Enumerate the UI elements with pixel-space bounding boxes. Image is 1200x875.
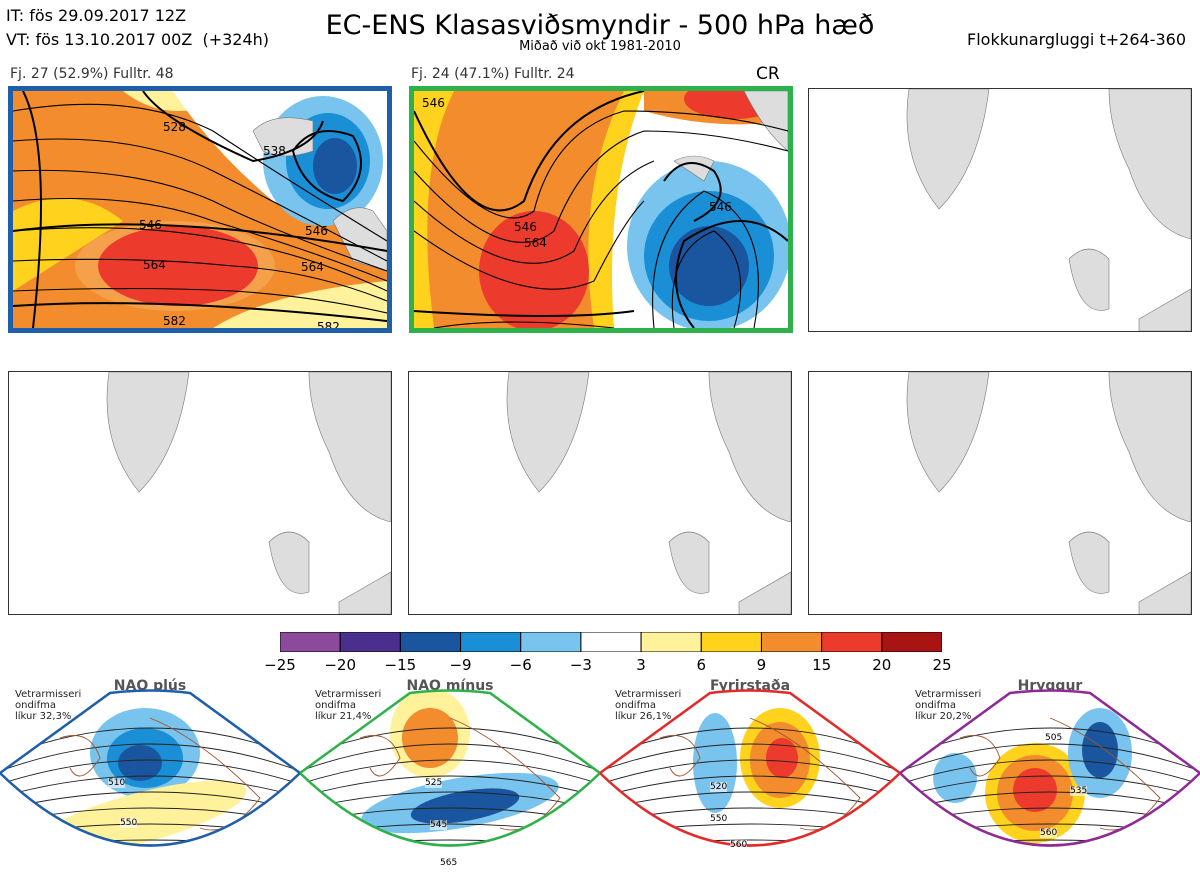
panel2-cr-label: CR — [756, 64, 780, 84]
empty-map-3 — [808, 88, 1192, 332]
panel2-label: Fj. 24 (47.1%) Fulltr. 24 — [411, 66, 575, 82]
colorbar-tick-label: −15 — [384, 656, 417, 674]
regime-probability-note: Vetrarmisseri ondifma líkur 21,4% — [315, 689, 382, 722]
colorbar-tick-label: −9 — [449, 656, 472, 674]
regime-contour-label: 560 — [730, 840, 748, 850]
regime-contour-label: 565 — [440, 858, 458, 868]
valid-time: VT: fös 13.10.2017 00Z (+324h) — [6, 30, 270, 49]
colorbar — [279, 631, 943, 653]
empty-map-6 — [808, 371, 1192, 615]
issue-time: IT: fös 29.09.2017 12Z — [6, 6, 187, 25]
colorbar-tick-label: 25 — [932, 656, 952, 674]
panel1-label: Fj. 27 (52.9%) Fulltr. 48 — [10, 66, 174, 82]
colorbar-tick-label: −6 — [509, 656, 532, 674]
panel1-contour-label: 582 — [163, 314, 186, 328]
colorbar-tick-label: −20 — [324, 656, 356, 674]
regime-contour-label: 545 — [430, 820, 448, 830]
panel1-contour-label: 546 — [305, 224, 328, 238]
colorbar-swatch — [339, 631, 401, 653]
empty-map-4 — [8, 371, 392, 615]
cluster-map-2: 546 546 564 546 — [409, 86, 793, 333]
colorbar-swatch — [821, 631, 883, 653]
regime-probability-note: Vetrarmisseri ondifma líkur 26,1% — [615, 689, 682, 722]
colorbar-swatch — [640, 631, 702, 653]
colorbar-swatch — [760, 631, 823, 653]
regime-contour-label: 525 — [425, 778, 443, 788]
colorbar-tick-label: 20 — [872, 656, 892, 674]
regime-map — [598, 678, 902, 871]
panel1-contour-label: 528 — [163, 120, 186, 134]
regime-contour-label: 550 — [120, 818, 138, 828]
colorbar-swatch — [881, 631, 943, 653]
regime-probability-note: Vetrarmisseri ondifma líkur 32,3% — [15, 689, 82, 722]
colorbar-swatch — [399, 631, 462, 653]
colorbar-swatch — [700, 631, 762, 653]
colorbar-tick-label: 6 — [696, 656, 707, 674]
regime-probability-note: Vetrarmisseri ondifma líkur 20,2% — [915, 689, 982, 722]
colorbar-tick-label: −25 — [264, 656, 296, 674]
classification-window: Flokkunargluggi t+264-360 — [967, 30, 1186, 49]
panel1-contour-label: 564 — [301, 260, 324, 274]
page-subtitle: Miðað við okt 1981-2010 — [519, 39, 681, 54]
panel1-contour-label: 564 — [143, 258, 166, 272]
empty-map-4-coast — [106, 372, 391, 614]
regime-contour-label: 510 — [108, 778, 126, 788]
panel2-contour-label: 546 — [514, 220, 537, 234]
empty-map-5-coast — [506, 372, 791, 614]
colorbar-swatch — [460, 631, 522, 653]
empty-map-3-coast — [906, 89, 1191, 331]
panel1-contour-label: 546 — [139, 218, 162, 232]
panel1-contour-label: 582 — [317, 320, 340, 328]
colorbar-swatch — [279, 631, 341, 653]
panel2-contour-label: 546 — [709, 200, 732, 214]
regime-map — [0, 678, 302, 871]
regime-contour-label: 520 — [710, 782, 728, 792]
cluster-map-1-field: 528 538 546 546 564 564 582 582 — [13, 91, 387, 328]
empty-map-6-coast — [906, 372, 1191, 614]
empty-map-5 — [408, 371, 792, 615]
regime-contour-label: 505 — [1045, 733, 1063, 743]
colorbar-swatch — [520, 631, 582, 653]
colorbar-tick-label: 9 — [756, 656, 767, 674]
regime-contour-label: 535 — [1070, 786, 1088, 796]
panel2-contour-label: 546 — [422, 96, 445, 110]
panel2-contour-label: 564 — [524, 236, 547, 250]
colorbar-tick-label: −3 — [569, 656, 592, 674]
regime-contour-label: 550 — [710, 814, 728, 824]
colorbar-tick-label: 15 — [812, 656, 832, 674]
panel1-contour-label: 538 — [263, 144, 286, 158]
regime-contour-label: 560 — [1040, 828, 1058, 838]
cluster-map-1: 528 538 546 546 564 564 582 582 — [8, 86, 392, 333]
regime-map — [298, 678, 602, 871]
regime-map — [898, 678, 1200, 871]
colorbar-tick-label: 3 — [636, 656, 646, 674]
colorbar-swatch — [580, 631, 642, 653]
page-title: EC-ENS Klasasviðsmyndir - 500 hPa hæð — [325, 10, 875, 41]
cluster-map-2-field: 546 546 564 546 — [414, 91, 788, 328]
